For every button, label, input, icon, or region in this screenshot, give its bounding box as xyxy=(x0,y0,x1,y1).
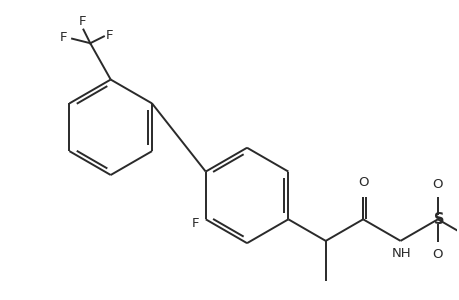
Text: NH: NH xyxy=(391,247,411,260)
Text: F: F xyxy=(106,29,113,42)
Text: F: F xyxy=(60,31,67,44)
Text: O: O xyxy=(357,176,368,189)
Text: O: O xyxy=(432,178,442,191)
Text: F: F xyxy=(78,15,86,28)
Text: F: F xyxy=(191,217,198,230)
Text: S: S xyxy=(433,212,443,227)
Text: O: O xyxy=(432,248,442,261)
